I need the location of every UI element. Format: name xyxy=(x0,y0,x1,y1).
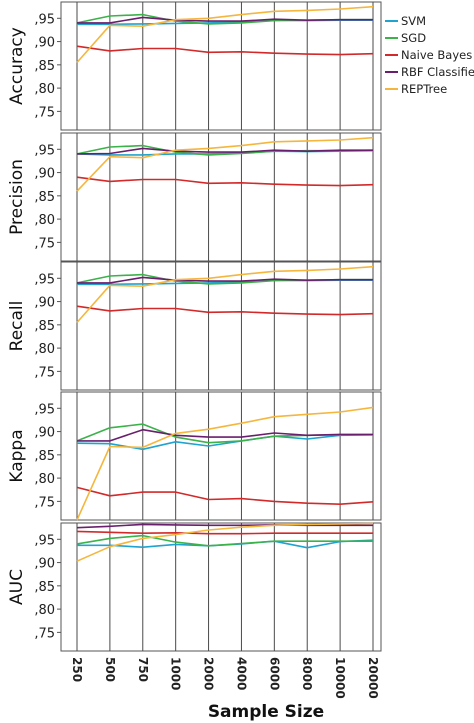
x-tick-label: 10000 xyxy=(333,657,347,699)
y-tick-label: ,75 xyxy=(34,236,55,251)
x-tick-label: 6000 xyxy=(267,657,281,690)
legend-item-reptree: REPTree xyxy=(385,82,447,96)
panel-kappa: ,75 ,80 ,85 ,90 ,95 Kappa xyxy=(7,391,382,521)
y-tick-label: ,80 xyxy=(34,342,55,357)
series-line-naive-bayes xyxy=(76,530,373,535)
series-line-rbf-classifier xyxy=(77,276,373,284)
series-line-naive-bayes xyxy=(76,305,374,316)
legend: SVM SGD Naive Bayes RBF Classifier REPTree xyxy=(385,14,474,96)
x-tick-label: 500 xyxy=(103,657,117,682)
y-tick-label: ,85 xyxy=(34,190,55,205)
x-tick-label: 20000 xyxy=(366,657,380,699)
series-line-reptree xyxy=(76,522,374,562)
x-tick-label: 1000 xyxy=(169,657,183,690)
panel-accuracy: ,75 ,80 ,85 ,90 ,95 Accuracy xyxy=(7,1,382,131)
plot-frame xyxy=(60,391,382,521)
y-tick-label: ,80 xyxy=(34,213,55,228)
y-tick-label: ,90 xyxy=(34,296,55,311)
y-tick-label: ,95 xyxy=(34,533,55,548)
y-axis-title: Accuracy xyxy=(7,27,27,105)
series-line-naive-bayes xyxy=(76,45,374,56)
y-tick-label: ,75 xyxy=(34,495,55,510)
y-tick-label: ,95 xyxy=(34,272,55,287)
y-tick-label: ,90 xyxy=(34,36,55,51)
y-tick-label: ,75 xyxy=(34,105,55,120)
y-tick-label: ,75 xyxy=(34,626,55,641)
x-axis-title: Sample Size xyxy=(208,702,324,722)
panel-auc: ,75 ,80 ,85 ,90 ,95 AUC xyxy=(7,522,382,652)
x-tick-label: 8000 xyxy=(300,657,314,690)
y-tick-label: ,85 xyxy=(34,319,55,334)
series-line-reptree xyxy=(76,265,374,324)
series-line-reptree xyxy=(76,406,374,521)
y-tick-label: ,85 xyxy=(34,449,55,464)
series-line-reptree xyxy=(76,136,374,192)
legend-label: RBF Classifier xyxy=(401,65,474,79)
y-tick-label: ,95 xyxy=(34,12,55,27)
series-line-rbf-classifier xyxy=(77,428,373,442)
y-tick-label: ,75 xyxy=(34,365,55,380)
y-tick-label: ,85 xyxy=(34,580,55,595)
panel-precision: ,75 ,80 ,85 ,90 ,95 Precision xyxy=(7,132,382,262)
y-tick-label: ,80 xyxy=(34,603,55,618)
x-tick-label: 2000 xyxy=(202,657,216,690)
y-axis-title: AUC xyxy=(7,569,27,605)
legend-label: SVM xyxy=(401,14,426,28)
y-tick-label: ,90 xyxy=(34,557,55,572)
series-line-naive-bayes xyxy=(76,486,374,506)
series-line-naive-bayes xyxy=(76,176,374,187)
y-tick-label: ,90 xyxy=(34,426,55,441)
y-tick-label: ,95 xyxy=(34,143,55,158)
panel-recall: ,75 ,80 ,85 ,90 ,95 Recall xyxy=(7,261,382,391)
series-line-reptree xyxy=(76,5,374,64)
legend-item-sgd: SGD xyxy=(385,31,426,45)
series-line-sgd xyxy=(76,534,373,547)
x-tick-label: 750 xyxy=(136,657,150,682)
y-tick-label: ,80 xyxy=(34,472,55,487)
y-axis-title: Precision xyxy=(7,159,27,235)
x-tick-label: 250 xyxy=(70,657,84,682)
legend-item-rbf-classifier: RBF Classifier xyxy=(385,65,474,79)
x-axis: 250 500 750 1000 2000 4000 6000 8000 10000 20000 xyxy=(70,657,380,699)
series-line-rbf-classifier xyxy=(76,147,373,155)
legend-label: Naive Bayes xyxy=(401,48,472,62)
x-tick-label: 4000 xyxy=(234,657,248,690)
series-line-rbf-classifier xyxy=(77,16,373,24)
y-axis-title: Recall xyxy=(7,301,27,352)
series-line-rbf-classifier xyxy=(76,523,373,529)
y-tick-label: ,90 xyxy=(34,167,55,182)
y-tick-label: ,80 xyxy=(34,82,55,97)
legend-item-svm: SVM xyxy=(385,14,426,28)
y-axis-title: Kappa xyxy=(7,429,27,482)
y-tick-label: ,85 xyxy=(34,59,55,74)
legend-label: REPTree xyxy=(401,82,447,96)
chart-panels: ,75 ,80 ,85 ,90 ,95 Accuracy ,75 ,80 ,85 ,90 ,95 Pr… xyxy=(7,1,382,652)
y-tick-label: ,95 xyxy=(34,402,55,417)
legend-item-naive-bayes: Naive Bayes xyxy=(385,48,472,62)
legend-label: SGD xyxy=(401,31,426,45)
